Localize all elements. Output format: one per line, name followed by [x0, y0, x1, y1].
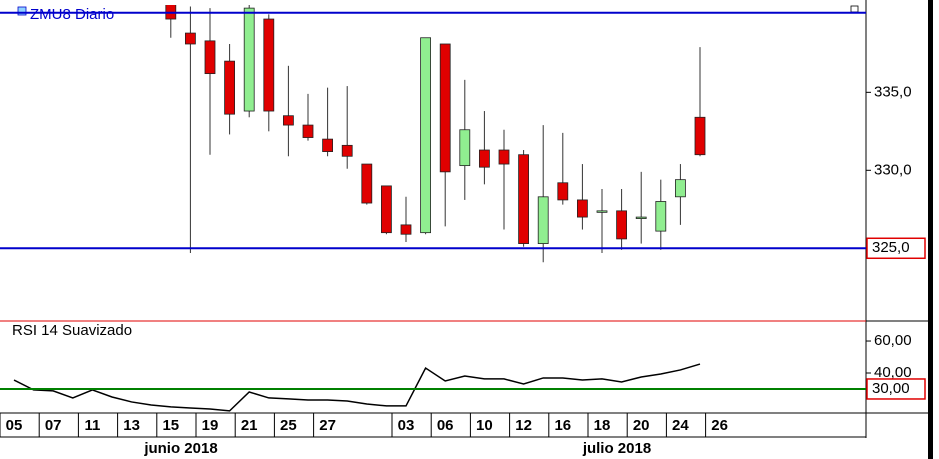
x-tick-label: 12	[515, 417, 532, 434]
candle-body	[341, 144, 353, 157]
candle-body	[302, 124, 314, 138]
candle-body	[263, 18, 275, 112]
chart-title: ZMU8 Diario	[30, 6, 114, 23]
candle-body	[557, 182, 569, 201]
month-label: junio 2018	[143, 440, 217, 457]
level-label-box	[866, 237, 926, 260]
y-tick-label: 60,00	[874, 332, 912, 349]
x-tick-label: 27	[319, 417, 336, 434]
candle-body	[420, 37, 432, 234]
indicator-title: RSI 14 Suavizado	[12, 322, 132, 339]
y-tick-label: 330,0	[874, 161, 912, 178]
candle-body	[518, 154, 529, 244]
x-tick-label: 06	[437, 417, 454, 434]
candle-body	[439, 43, 451, 173]
candle-body	[596, 210, 608, 213]
candle-body	[224, 60, 236, 115]
plot-area	[13, 363, 701, 412]
x-tick-label: 24	[672, 417, 689, 434]
x-tick-label: 16	[554, 417, 571, 434]
candle-body	[400, 224, 412, 235]
x-tick-label: 07	[45, 417, 62, 434]
level-label-box	[866, 378, 926, 400]
candle-body	[675, 179, 686, 198]
x-tick-label: 11	[84, 417, 100, 434]
candle-body	[243, 7, 255, 112]
candle-body	[694, 116, 706, 156]
x-tick-label: 26	[711, 417, 728, 434]
x-tick-label: 10	[476, 417, 493, 434]
candle-body	[204, 40, 216, 75]
x-tick-label: 15	[162, 417, 179, 434]
x-tick-label: 21	[241, 417, 258, 434]
candle-body	[478, 149, 490, 168]
candle-body	[282, 115, 294, 126]
x-tick-label: 03	[398, 417, 415, 434]
candle-body	[537, 196, 549, 244]
x-tick-label: 20	[633, 417, 650, 434]
chart-icon	[17, 6, 27, 16]
candle-body	[498, 149, 510, 165]
y-tick-label: 335,0	[874, 83, 912, 100]
candle-body	[635, 216, 647, 219]
x-tick-label: 05	[6, 417, 23, 434]
candle-body	[459, 129, 471, 167]
plot-area	[165, 5, 706, 263]
x-tick-label: 18	[594, 417, 611, 434]
x-tick-label: 13	[123, 417, 140, 434]
y-tick-label: 40,00	[874, 364, 912, 381]
month-label: julio 2018	[582, 440, 651, 457]
x-tick-label: 25	[280, 417, 297, 434]
rsi-line	[13, 363, 701, 412]
x-tick-label: 19	[202, 417, 219, 434]
level-label: 30,00	[872, 380, 910, 397]
level-label: 325,0	[872, 239, 910, 256]
candle-body	[616, 210, 627, 240]
candle-body	[184, 32, 196, 45]
candle-body	[361, 163, 373, 204]
candle-body	[577, 199, 588, 218]
candle-body	[655, 201, 667, 232]
frame-edge	[928, 0, 933, 459]
candle-body	[380, 185, 392, 234]
candle-body	[322, 138, 334, 152]
